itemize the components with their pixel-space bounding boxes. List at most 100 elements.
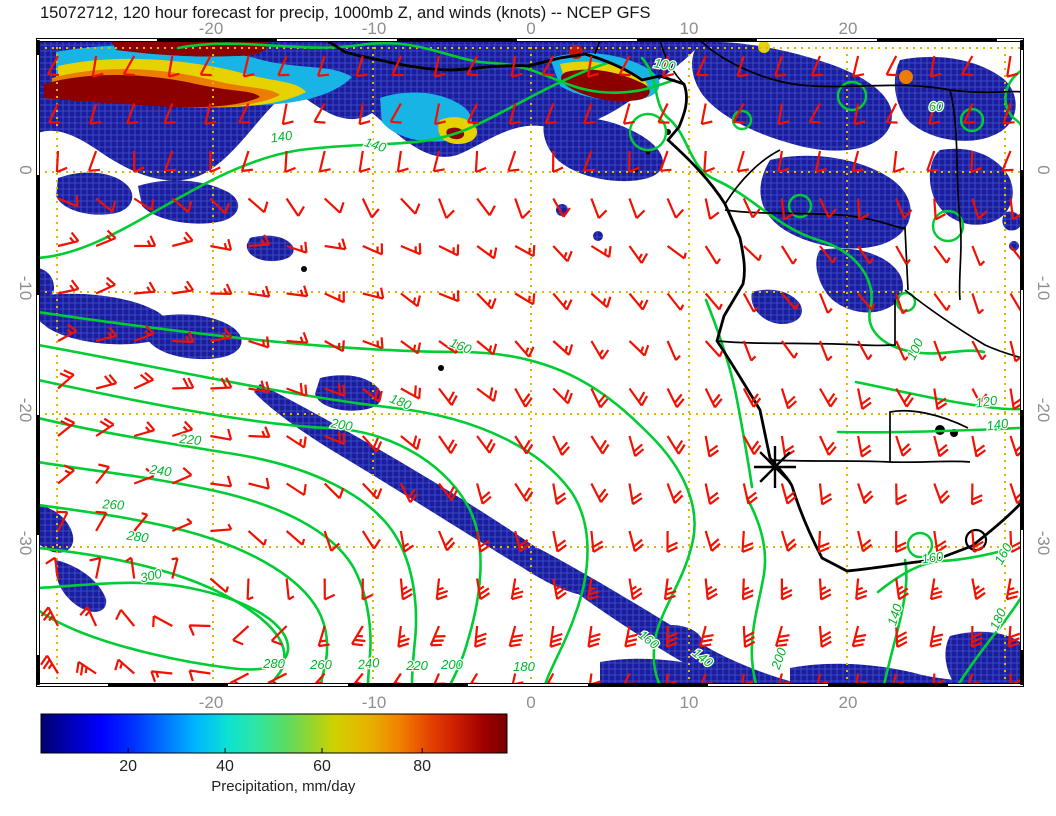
axis-tick-label: -10 bbox=[16, 276, 35, 301]
wind-barb bbox=[433, 55, 446, 78]
wind-barb bbox=[172, 377, 195, 390]
wind-barb bbox=[704, 483, 720, 505]
station-marker-layer bbox=[754, 446, 796, 488]
axis-tick-label: 10 bbox=[680, 19, 699, 38]
wind-barb bbox=[780, 198, 795, 221]
wind-barb bbox=[926, 150, 939, 172]
wind-barb bbox=[508, 625, 524, 648]
wind-barb bbox=[895, 578, 909, 601]
wind-barb bbox=[549, 625, 563, 648]
wind-barb bbox=[742, 292, 759, 313]
wind-barb bbox=[210, 327, 233, 343]
wind-barb bbox=[622, 103, 635, 125]
wind-barb bbox=[628, 340, 650, 357]
wind-barb bbox=[699, 625, 714, 648]
wind-barb bbox=[663, 578, 677, 601]
wind-barb bbox=[933, 340, 947, 362]
wind-barb bbox=[57, 464, 75, 485]
wind-barb bbox=[277, 55, 290, 77]
wind-barb bbox=[1009, 483, 1021, 505]
wind-barb bbox=[476, 435, 496, 454]
wind-barb bbox=[742, 625, 756, 648]
country-border bbox=[594, 41, 601, 55]
contour-value-label: 120 bbox=[975, 393, 999, 411]
wind-barb bbox=[248, 234, 271, 248]
wind-barb bbox=[324, 340, 345, 353]
wind-barb bbox=[781, 340, 799, 359]
wind-barb bbox=[970, 150, 982, 174]
wind-barb bbox=[780, 483, 797, 505]
wind-barb bbox=[857, 483, 874, 505]
wind-barb bbox=[210, 475, 233, 488]
wind-barb bbox=[163, 103, 176, 125]
wind-barb bbox=[552, 340, 574, 356]
wind-barb bbox=[929, 578, 943, 601]
wind-barb bbox=[89, 103, 102, 125]
colorbar-tick-label: 20 bbox=[119, 758, 137, 775]
height-contour bbox=[1004, 69, 1021, 129]
contour-value-label: 200 bbox=[329, 415, 355, 434]
wind-barb bbox=[666, 198, 685, 219]
wind-barb bbox=[133, 151, 145, 173]
wind-barb bbox=[895, 435, 912, 457]
wind-barb bbox=[285, 435, 307, 449]
wind-barb bbox=[853, 103, 866, 126]
contour-value-label: 140 bbox=[363, 134, 389, 155]
wind-barb bbox=[590, 482, 609, 503]
wind-barb bbox=[57, 231, 80, 248]
wind-barb bbox=[971, 483, 983, 506]
wind-barb bbox=[851, 150, 864, 173]
country-border bbox=[716, 300, 896, 347]
wind-barb bbox=[57, 279, 80, 295]
wind-barb bbox=[210, 428, 233, 441]
wind-barb bbox=[933, 483, 951, 504]
wind-barb bbox=[389, 102, 402, 124]
precip-spot bbox=[758, 41, 770, 53]
wind-barb bbox=[704, 292, 723, 311]
height-contour-ring bbox=[931, 209, 965, 243]
wind-barb bbox=[75, 660, 97, 676]
wind-barb bbox=[971, 387, 990, 408]
axis-tick-label: -30 bbox=[1034, 531, 1053, 556]
wind-barb bbox=[586, 55, 599, 78]
wind-barb bbox=[971, 530, 985, 553]
wind-barb bbox=[586, 578, 600, 601]
wind-barb bbox=[40, 654, 59, 675]
height-contour bbox=[957, 595, 1021, 684]
wind-barb bbox=[929, 55, 942, 78]
wind-barb bbox=[134, 281, 157, 295]
wind-barb bbox=[391, 55, 404, 77]
height-contour bbox=[176, 41, 676, 94]
wind-barb bbox=[628, 150, 640, 174]
wind-barb bbox=[819, 387, 838, 408]
wind-barb bbox=[210, 377, 233, 390]
wind-barb bbox=[171, 466, 193, 485]
wind-barb bbox=[248, 477, 270, 490]
wind-barb bbox=[355, 55, 368, 78]
wind-barb bbox=[777, 103, 790, 126]
wind-barb bbox=[552, 245, 573, 263]
wind-barb bbox=[775, 625, 790, 648]
height-contour bbox=[39, 310, 696, 684]
country-border bbox=[904, 289, 1021, 359]
wind-barb bbox=[476, 578, 491, 601]
wind-barb bbox=[242, 55, 255, 78]
wind-barb bbox=[742, 198, 761, 219]
height-contour-ring bbox=[787, 193, 813, 219]
wind-barb bbox=[361, 435, 383, 453]
precip-blob bbox=[39, 268, 54, 298]
wind-barb bbox=[514, 482, 534, 502]
wind-barb bbox=[286, 285, 309, 298]
wind-barb bbox=[895, 245, 911, 265]
wind-barb bbox=[895, 293, 908, 315]
wind-barb bbox=[122, 55, 136, 77]
country-border bbox=[724, 149, 781, 205]
contour-value-label: 60 bbox=[929, 99, 944, 114]
wind-barb bbox=[590, 245, 612, 259]
precip-blob bbox=[543, 116, 663, 182]
wind-barb bbox=[857, 292, 876, 311]
contour-value-label: 180 bbox=[987, 605, 1010, 632]
wind-barb bbox=[857, 245, 874, 265]
height-contour-ring bbox=[906, 531, 934, 559]
